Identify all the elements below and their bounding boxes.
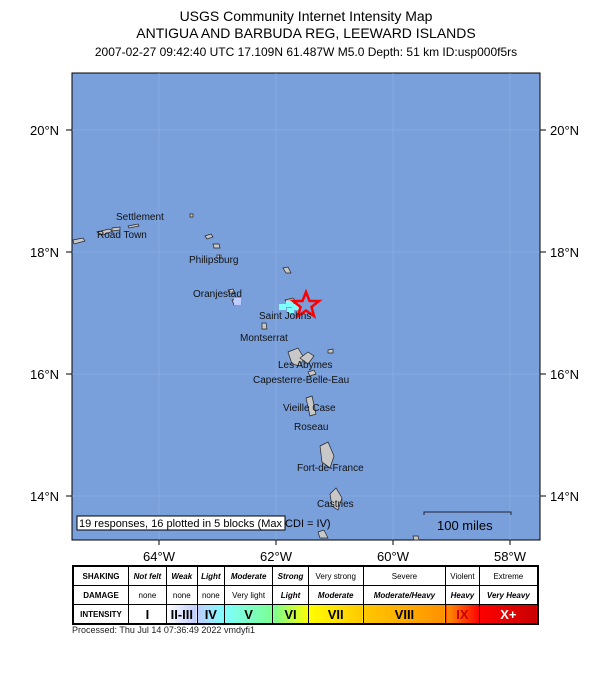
- svg-text:20°N: 20°N: [30, 123, 59, 138]
- svg-text:14°N: 14°N: [550, 489, 579, 504]
- damage-cell: Very Heavy: [478, 585, 539, 605]
- intensity-cell: IX: [445, 604, 480, 625]
- intensity-cell: IV: [196, 604, 225, 625]
- svg-text:60°W: 60°W: [377, 549, 410, 564]
- map-title: USGS Community Internet Intensity Map: [179, 8, 433, 24]
- epicenter-star-icon: [289, 288, 323, 319]
- event-info: 2007-02-27 09:42:40 UTC 17.109N 61.487W …: [94, 45, 518, 59]
- lon-labels: 64°W 62°W 60°W 58°W: [143, 549, 527, 564]
- row-header: INTENSITY: [72, 604, 129, 625]
- row-header: SHAKING: [72, 565, 129, 586]
- damage-cell: Very light: [223, 585, 274, 605]
- svg-text:18°N: 18°N: [550, 245, 579, 260]
- damage-cell: Heavy: [445, 585, 480, 605]
- ocean: [71, 72, 541, 541]
- place-label: Vieille Case: [283, 403, 336, 414]
- intensity-cell: VI: [272, 604, 309, 625]
- lat-labels: 20°N 18°N 16°N 14°N 20°N 18°N 16°N 14°N: [30, 123, 579, 504]
- cdi-blocks: [234, 298, 299, 313]
- damage-cell: Moderate/Heavy: [362, 585, 447, 605]
- graticule: [72, 73, 540, 540]
- shaking-cell: Weak: [165, 565, 198, 586]
- place-label: Settlement: [116, 212, 164, 223]
- svg-text:20°N: 20°N: [550, 123, 579, 138]
- intensity-cell: VIII: [362, 604, 447, 625]
- place-label: Castries: [317, 499, 354, 510]
- intensity-cell: V: [223, 604, 274, 625]
- place-label: Oranjestad: [193, 289, 242, 300]
- svg-text:62°W: 62°W: [260, 549, 293, 564]
- intensity-legend: SHAKING Not felt Weak Light Moderate Strong Ve…: [72, 565, 539, 625]
- shaking-cell: Moderate: [223, 565, 274, 586]
- place-label: Saint Johns: [259, 311, 311, 322]
- intensity-cell: I: [128, 604, 167, 625]
- shaking-cell: Strong: [272, 565, 309, 586]
- svg-text:64°W: 64°W: [143, 549, 176, 564]
- shaking-cell: Very strong: [307, 565, 364, 586]
- damage-cell: Light: [272, 585, 309, 605]
- svg-text:16°N: 16°N: [30, 367, 59, 382]
- place-label: Philipsburg: [189, 255, 238, 266]
- shaking-cell: Extreme: [478, 565, 539, 586]
- scale-bar: [423, 511, 512, 515]
- svg-text:58°W: 58°W: [494, 549, 527, 564]
- processed-timestamp: Processed: Thu Jul 14 07:36:49 2022 vmdy…: [72, 625, 255, 635]
- ticks: [66, 129, 546, 545]
- summary-box: [76, 515, 286, 531]
- damage-cell: none: [128, 585, 167, 605]
- place-label: Fort-de-France: [297, 463, 364, 474]
- place-label: Montserrat: [240, 333, 288, 344]
- intensity-cell: VII: [307, 604, 364, 625]
- place-label: Road Town: [97, 230, 147, 241]
- damage-cell: none: [196, 585, 225, 605]
- shaking-cell: Severe: [362, 565, 447, 586]
- damage-cell: Moderate: [307, 585, 364, 605]
- map: Settlement Road Town Philipsburg Oranjes…: [30, 72, 579, 564]
- shaking-cell: Violent: [445, 565, 480, 586]
- shaking-cell: Not felt: [128, 565, 167, 586]
- scale-label: 100 miles: [437, 518, 493, 533]
- region-title: ANTIGUA AND BARBUDA REG, LEEWARD ISLANDS: [136, 25, 476, 41]
- intensity-cell: II-III: [165, 604, 198, 625]
- damage-cell: none: [165, 585, 198, 605]
- place-label: Roseau: [294, 422, 328, 433]
- shaking-cell: Light: [196, 565, 225, 586]
- summary-text: 19 responses, 16 plotted in 5 blocks (Ma…: [79, 518, 331, 530]
- place-label: Les Abymes: [278, 360, 332, 371]
- intensity-cell: X+: [478, 604, 539, 625]
- row-header: DAMAGE: [72, 585, 129, 605]
- svg-text:14°N: 14°N: [30, 489, 59, 504]
- place-labels: Settlement Road Town Philipsburg Oranjes…: [97, 212, 364, 510]
- place-label: Capesterre-Belle-Eau: [253, 375, 349, 386]
- svg-text:18°N: 18°N: [30, 245, 59, 260]
- svg-text:16°N: 16°N: [550, 367, 579, 382]
